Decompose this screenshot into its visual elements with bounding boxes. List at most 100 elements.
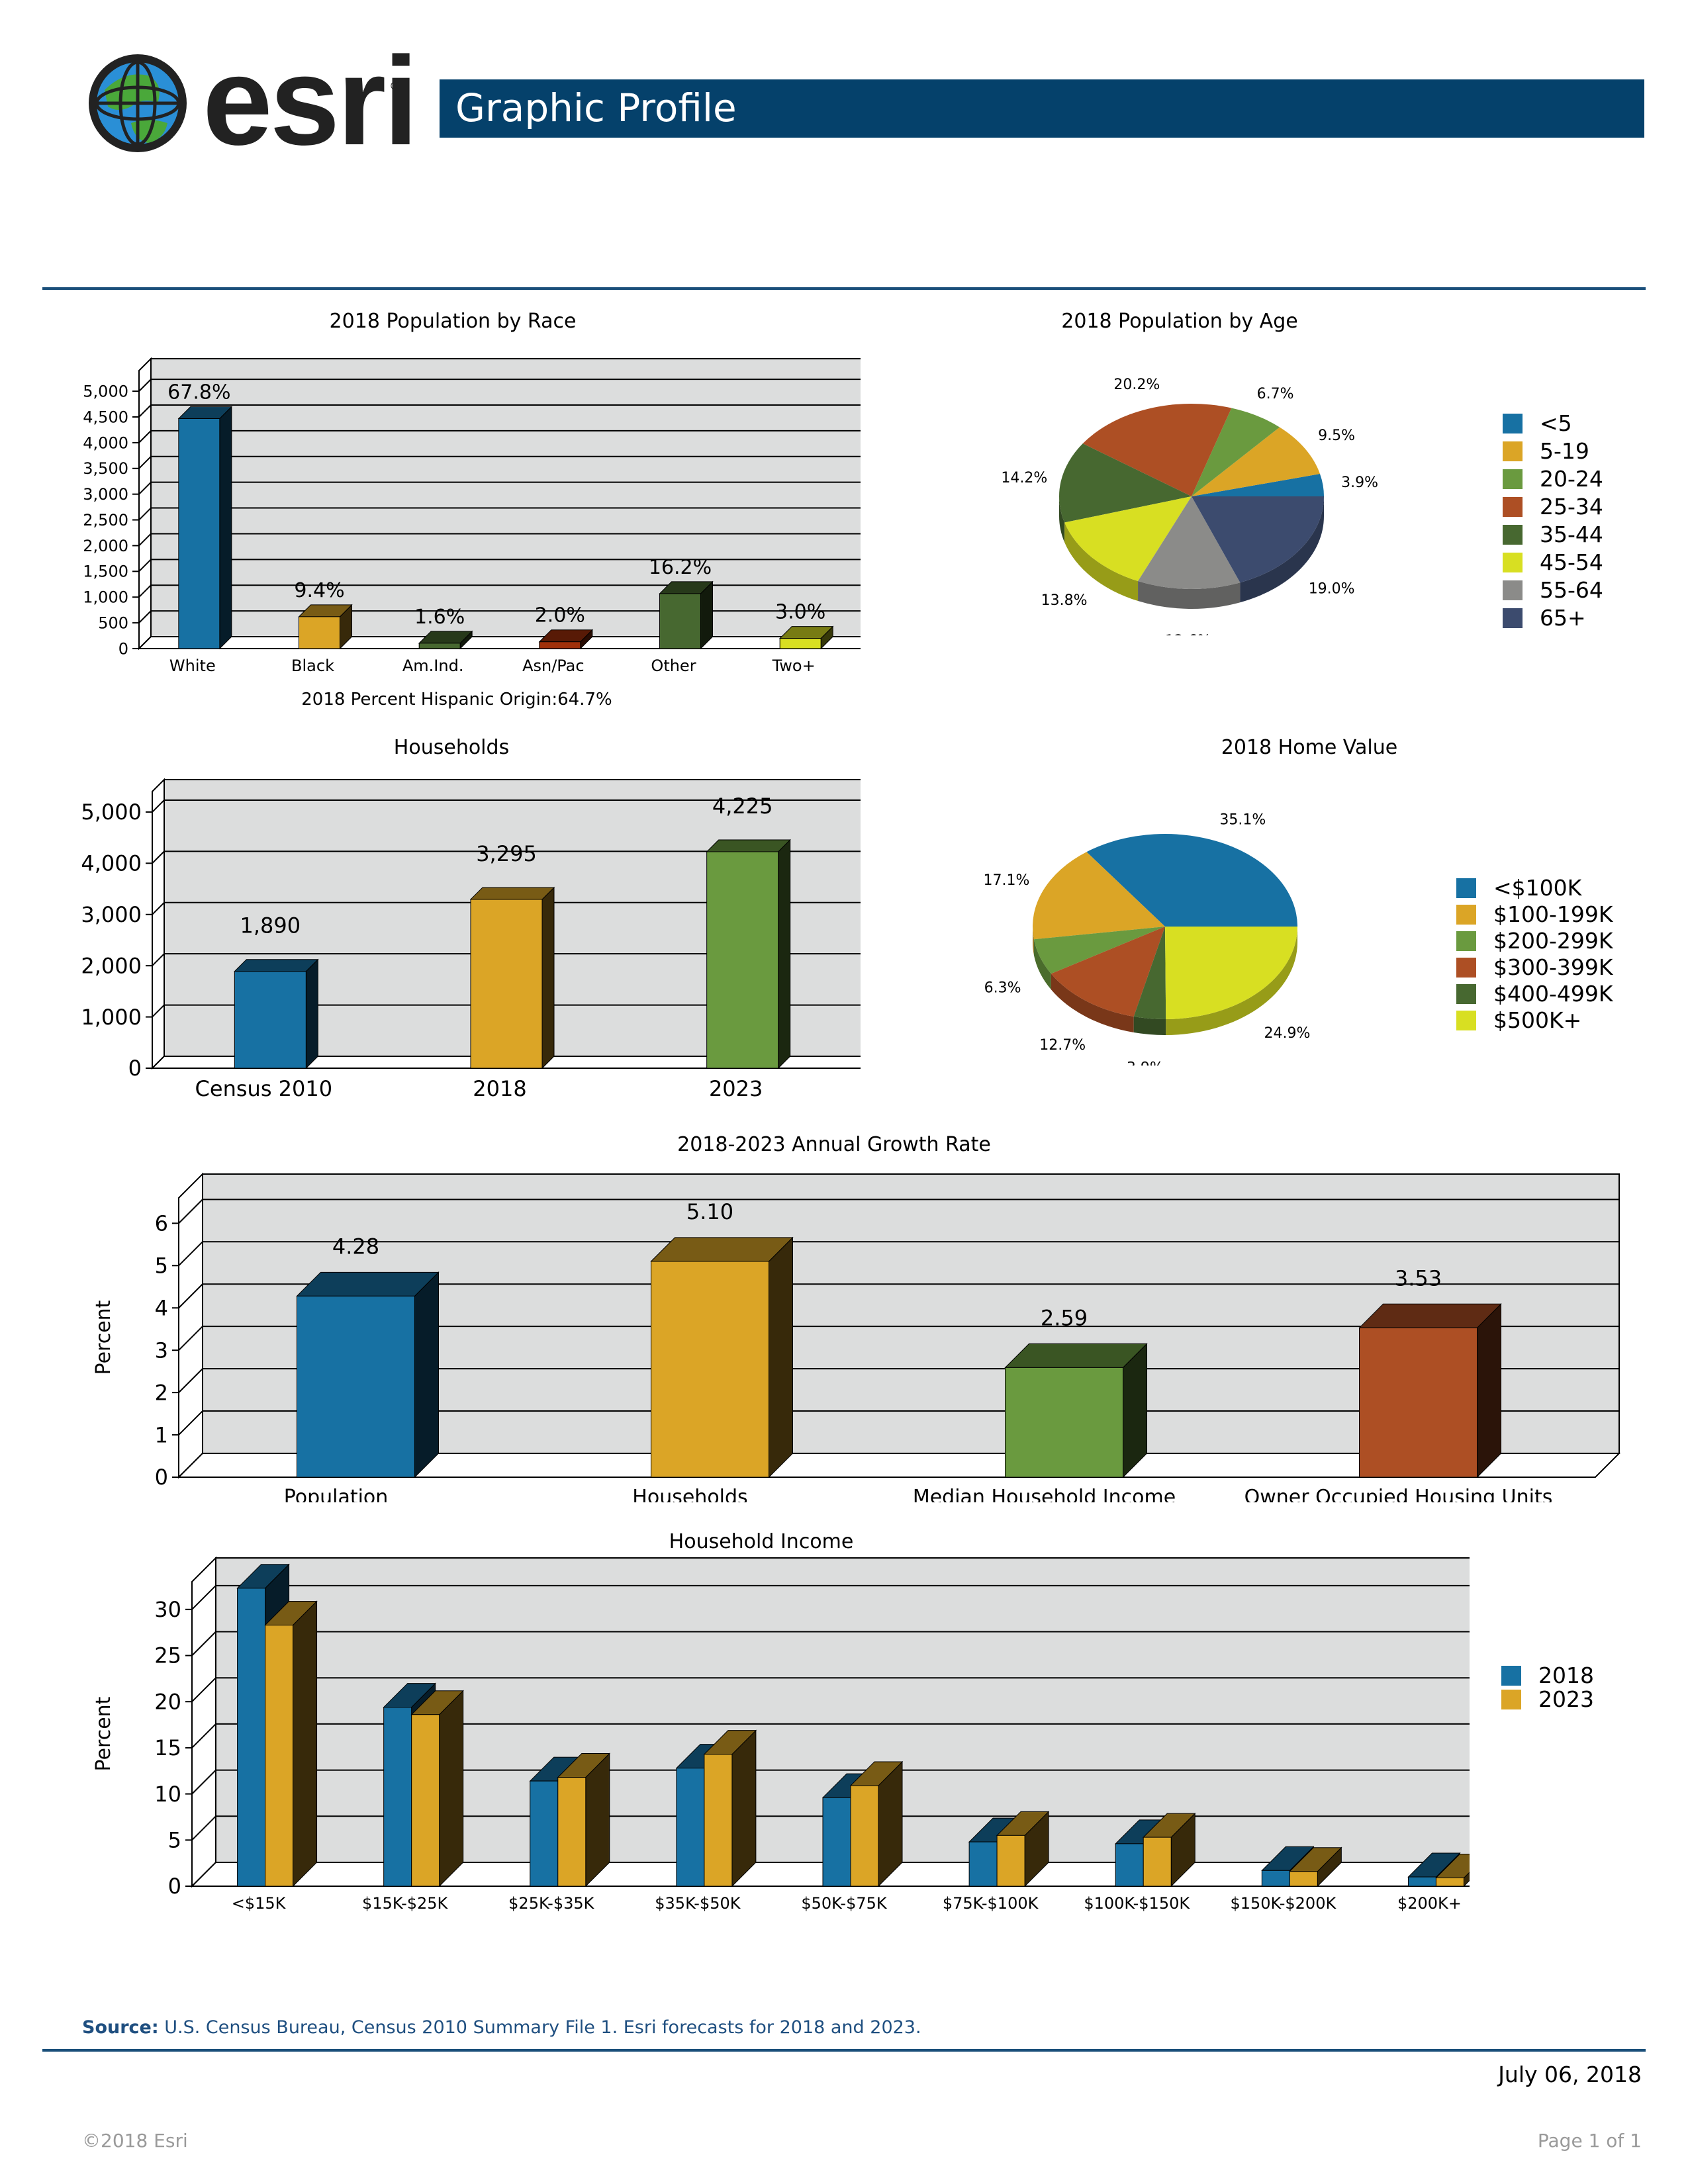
gridline-diag	[138, 559, 152, 572]
bar	[418, 643, 461, 649]
bar	[659, 593, 701, 649]
pie-slice	[1138, 496, 1241, 589]
bar	[297, 1295, 415, 1478]
gridline-diag	[191, 1769, 216, 1795]
y-tick-label: 1,000	[81, 1005, 142, 1030]
legend-swatch	[1503, 552, 1523, 572]
legend-swatch	[1456, 1010, 1476, 1030]
bar	[557, 1777, 586, 1887]
legend-swatch	[1501, 1689, 1521, 1709]
pie-rim	[1133, 1017, 1166, 1035]
legend-label: <5	[1540, 410, 1572, 436]
y-tick-label: 3	[155, 1338, 168, 1363]
gridline-diag	[178, 1326, 203, 1351]
y-tick-label: 3,500	[83, 459, 128, 478]
pie-data-label: 12.6%	[1165, 633, 1211, 635]
plot-back-wall	[150, 358, 861, 637]
gridline-diag	[138, 507, 152, 521]
gridline-diag	[191, 1631, 216, 1657]
pie-slice	[1082, 404, 1232, 496]
y-tick-label: 4,000	[83, 433, 128, 452]
y-tick-label: 5,000	[81, 799, 142, 825]
data-label: 67.8%	[167, 381, 230, 404]
y-tick-label: 20	[154, 1689, 181, 1714]
legend-swatch	[1456, 904, 1476, 925]
pie-slice	[1033, 927, 1165, 974]
legend-label: 2023	[1538, 1686, 1594, 1712]
source-note: Source: U.S. Census Bureau, Census 2010 …	[82, 2017, 921, 2038]
bar	[178, 418, 220, 649]
bar-side	[1477, 1303, 1501, 1479]
legend-label: $300-399K	[1493, 954, 1613, 980]
pie-data-label: 14.2%	[1001, 470, 1047, 486]
bar	[968, 1841, 998, 1887]
pie-rim	[1033, 939, 1051, 990]
legend-swatch	[1503, 496, 1523, 517]
gridline-diag	[152, 799, 165, 813]
x-tick-label: $200K+	[1397, 1894, 1462, 1913]
legend-item: 25-34	[1503, 494, 1603, 520]
gridline-diag	[191, 1585, 216, 1610]
legend-swatch	[1503, 413, 1523, 433]
x-tick-label: $100K-$150K	[1084, 1894, 1190, 1913]
gridline-diag	[178, 1368, 203, 1393]
x-tick-label: $25K-$35K	[508, 1894, 594, 1913]
legend-label: $100-199K	[1493, 901, 1613, 927]
data-label: 5.10	[686, 1199, 733, 1224]
legend-item: $200-299K	[1456, 928, 1613, 954]
x-tick-label: Other	[651, 657, 696, 675]
legend-item: $100-199K	[1456, 901, 1613, 927]
legend-swatch	[1503, 469, 1523, 489]
gridline-diag	[178, 1199, 203, 1224]
legend-item: 35-44	[1503, 522, 1603, 547]
legend-item: $500K+	[1456, 1007, 1581, 1033]
y-tick-label: 2,000	[81, 953, 142, 978]
x-tick-label: <$15K	[232, 1894, 287, 1913]
top-rule	[42, 287, 1646, 290]
y-tick-label: 5,000	[83, 383, 128, 401]
y-tick-label: 25	[154, 1643, 181, 1668]
y-tick-label: 5	[168, 1828, 181, 1853]
plot-side-wall	[152, 778, 165, 1070]
households-chart-title: Households	[393, 736, 510, 759]
y-tick-label: 30	[154, 1597, 181, 1622]
bar-side	[778, 839, 791, 1069]
data-label: 2.59	[1041, 1305, 1088, 1330]
pie-data-label: 19.0%	[1309, 581, 1355, 598]
y-tick-label: 6	[155, 1211, 168, 1236]
bottom-rule	[42, 2049, 1646, 2052]
x-tick-label: Owner Occupied Housing Units	[1244, 1486, 1553, 1502]
x-tick-label: $15K-$25K	[362, 1894, 448, 1913]
legend-item: 45-54	[1503, 549, 1603, 575]
bar-top	[1004, 1343, 1148, 1368]
plot-floor	[137, 636, 861, 649]
gridline-diag	[191, 1723, 216, 1749]
x-tick-label: Asn/Pac	[522, 657, 585, 675]
title-bar: Graphic Profile	[440, 79, 1644, 138]
gridline-diag	[152, 1004, 165, 1018]
legend-label: 55-64	[1540, 577, 1603, 603]
gridline-diag	[138, 404, 152, 418]
legend-swatch	[1456, 957, 1476, 978]
bar-top	[234, 959, 319, 972]
pie-data-label: 13.8%	[1041, 592, 1088, 609]
legend-item: 2023	[1501, 1686, 1594, 1712]
y-axis-label: Percent	[92, 1300, 115, 1375]
y-tick-label: 0	[155, 1465, 168, 1490]
bar	[822, 1797, 851, 1887]
bar	[1115, 1843, 1144, 1887]
bar-top	[650, 1237, 794, 1262]
pie-slice	[1051, 927, 1165, 1017]
pie-data-label: 24.9%	[1264, 1025, 1310, 1042]
legend-item: 55-64	[1503, 577, 1603, 603]
gridline-diag	[138, 481, 152, 495]
bar	[996, 1835, 1025, 1887]
pie-data-label: 3.9%	[1341, 475, 1378, 491]
legend-label: 45-54	[1540, 549, 1603, 575]
pie-data-label: 17.1%	[983, 872, 1029, 889]
legend-swatch	[1503, 580, 1523, 600]
x-tick-label: 2018	[473, 1076, 526, 1101]
bar	[1407, 1876, 1436, 1887]
legend-swatch	[1456, 931, 1476, 951]
bar-top	[1358, 1303, 1502, 1328]
